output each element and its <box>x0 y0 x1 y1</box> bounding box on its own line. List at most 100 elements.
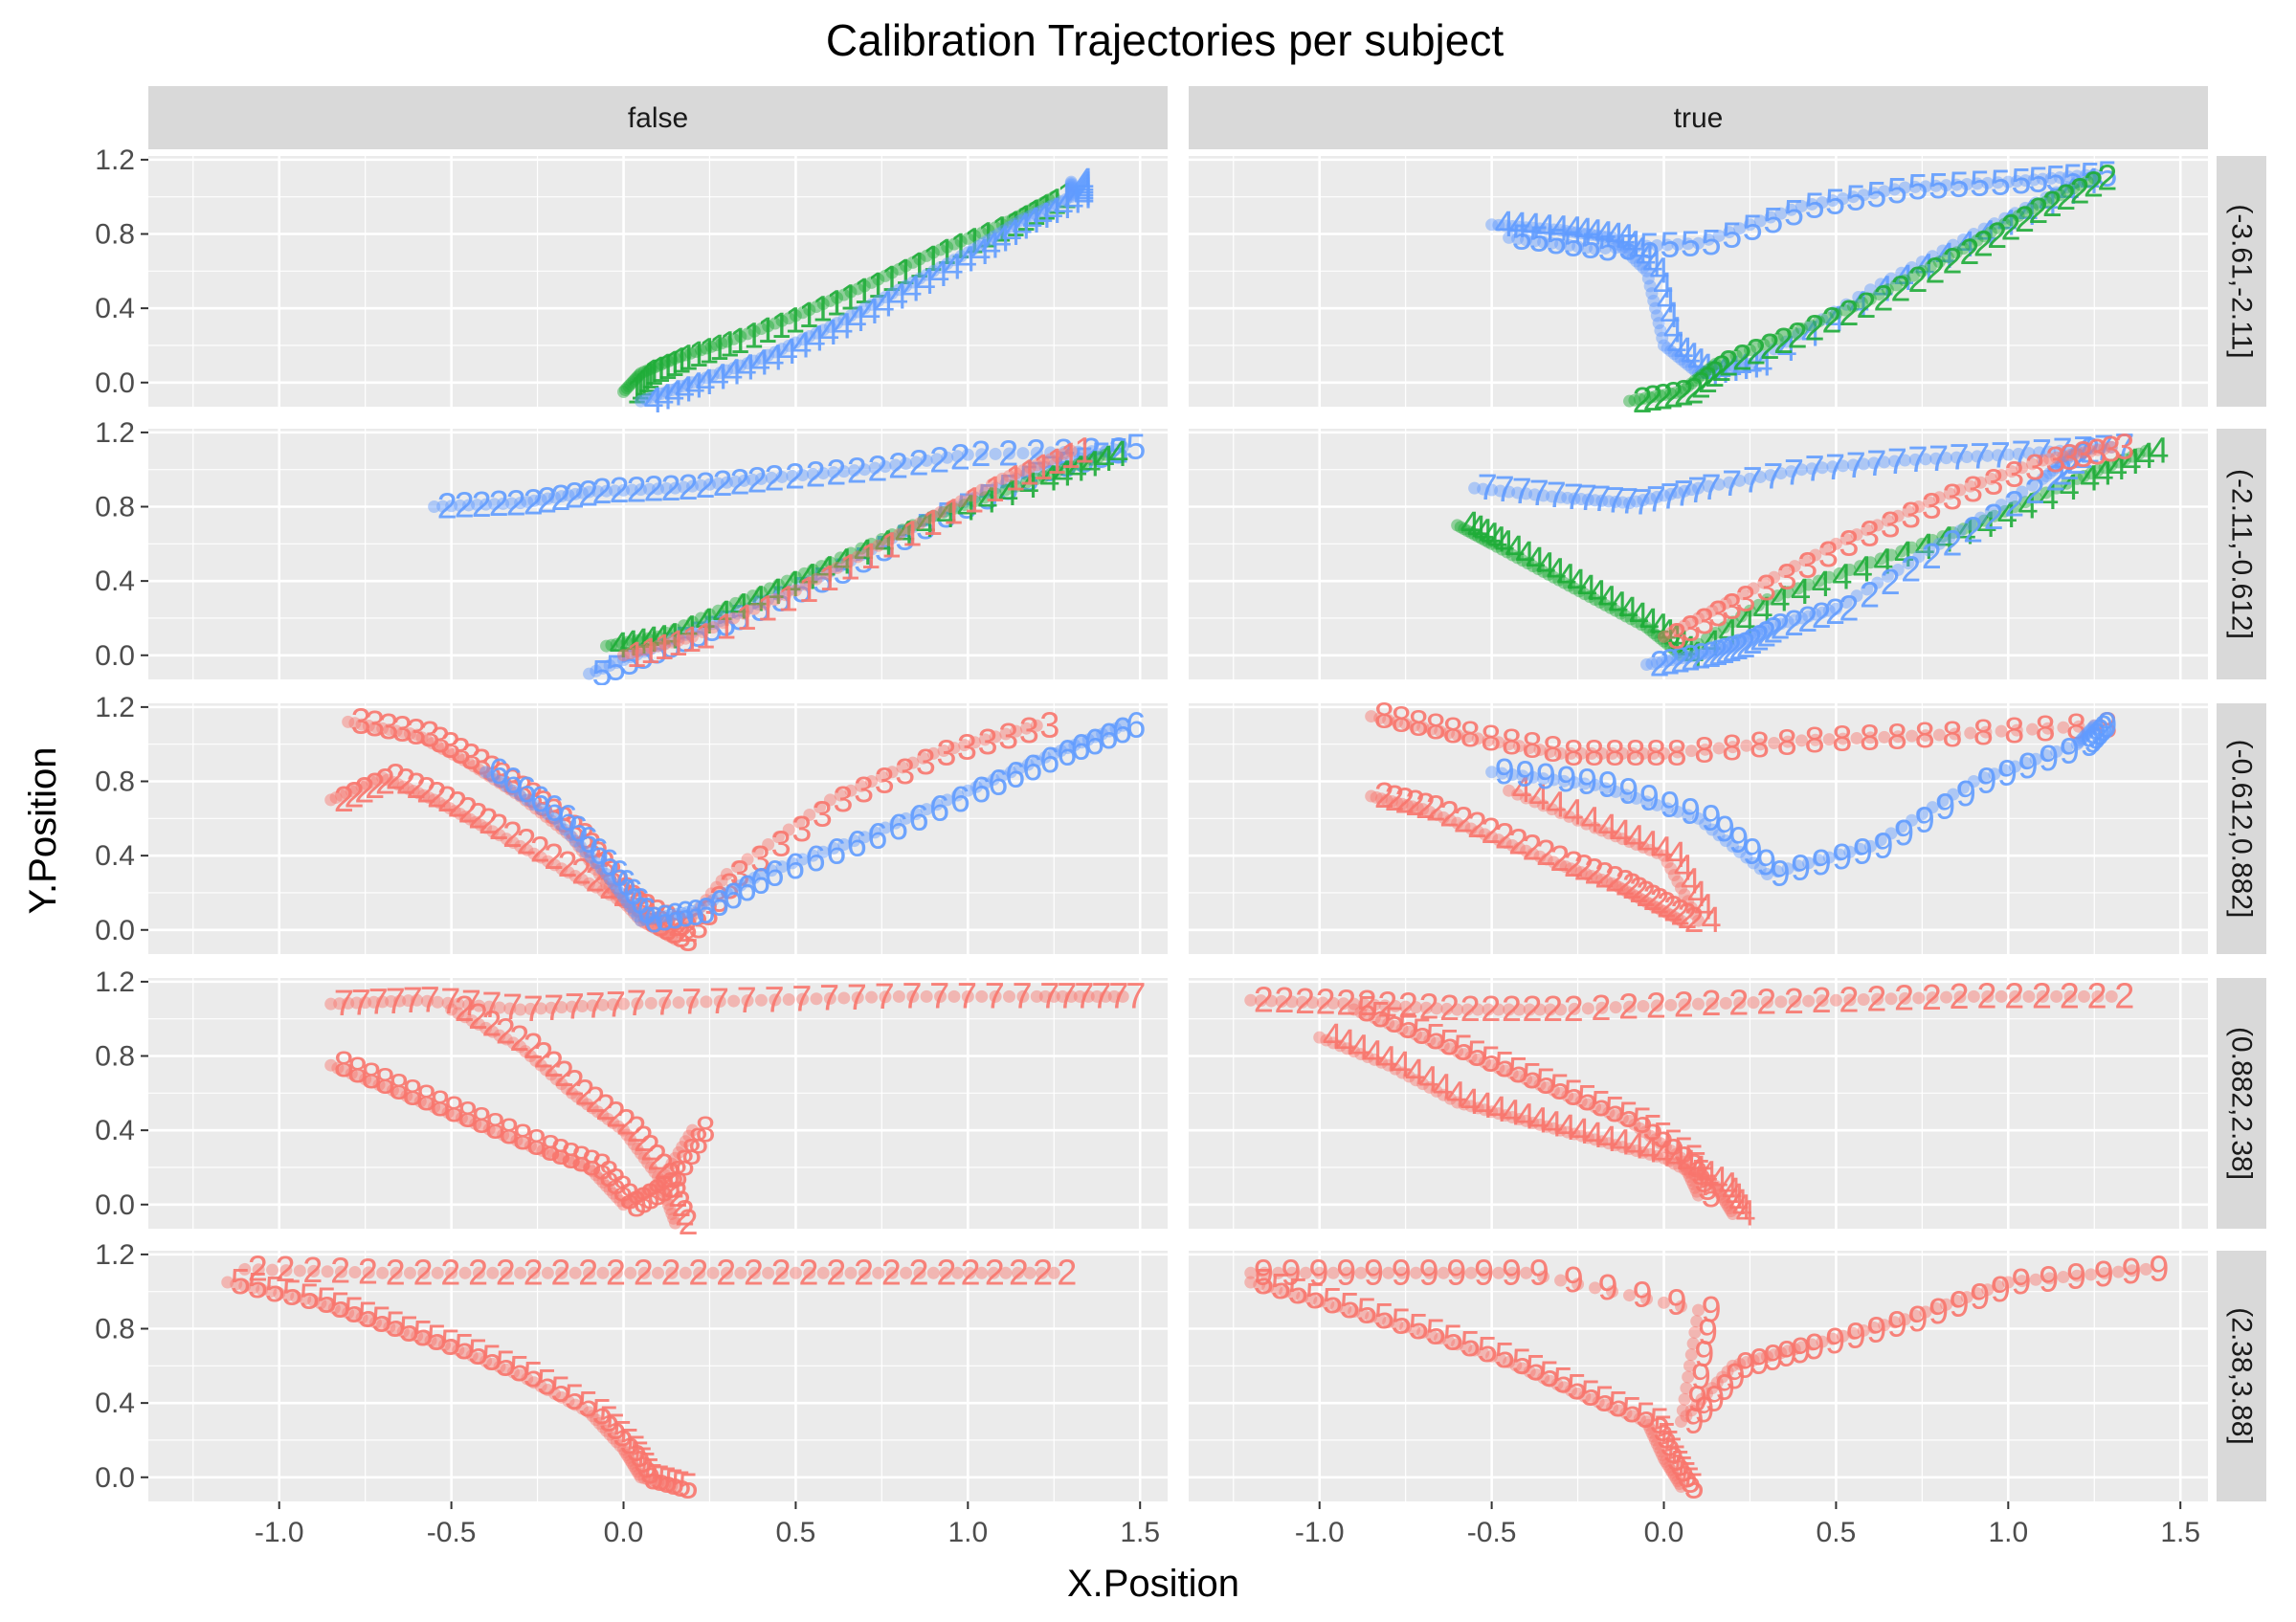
point-label: 2 <box>1756 983 1776 1023</box>
trajectory-point <box>1940 179 1953 192</box>
trajectory-point <box>1726 639 1739 653</box>
point-label: 5 <box>813 561 833 601</box>
trajectory-point <box>1926 991 1939 1005</box>
trajectory-point <box>1723 226 1736 239</box>
trajectory-point <box>1891 563 1905 576</box>
trajectory-point <box>1960 177 1973 190</box>
point-label: 5 <box>1660 1424 1680 1464</box>
point-label: 7 <box>386 982 406 1022</box>
point-label: 2 <box>1642 878 1662 919</box>
trajectory-point <box>1719 596 1732 610</box>
trajectory-point <box>1764 335 1777 348</box>
trajectory-point <box>643 909 657 922</box>
trajectory-point <box>1443 813 1457 827</box>
trajectory-point <box>1313 1031 1326 1044</box>
point-label: 4 <box>1405 1053 1425 1093</box>
trajectory-point <box>471 499 484 512</box>
trajectory-point <box>1705 645 1719 658</box>
panel-data: 2 2 2 2 2 2 2 2 2 2 2 2 2 2 2 2 2 2 2 2 2 2 2 2 2 2 2 2 2 2 2 2 2 2 2 24444… <box>1244 976 2134 1233</box>
point-label: 4 <box>2149 431 2169 471</box>
trajectory-point <box>1451 1045 1464 1058</box>
point-label: 4 <box>1743 345 1763 386</box>
trajectory-point <box>334 1265 347 1278</box>
trajectory-point <box>324 997 338 1011</box>
trajectory-point <box>596 872 610 885</box>
point-label: 2 <box>1549 839 1570 879</box>
point-label: 8 <box>1374 697 1394 737</box>
trajectory-point <box>1947 526 1960 540</box>
trajectory-point <box>1805 197 1818 211</box>
trajectory-point <box>458 1266 472 1279</box>
trajectory-point <box>1609 1139 1622 1152</box>
trajectory-point <box>1656 655 1669 669</box>
trajectory-point <box>1640 896 1654 909</box>
trajectory-point <box>1661 906 1674 920</box>
point-label: 5 <box>678 1466 698 1506</box>
trajectory-point <box>1391 715 1404 728</box>
trajectory-point <box>2126 450 2139 463</box>
trajectory-point <box>1712 229 1726 242</box>
trajectory-point <box>706 368 720 382</box>
trajectory-point <box>2050 989 2063 1003</box>
point-label: 2 <box>1481 989 1501 1030</box>
trajectory-point <box>1641 272 1655 285</box>
point-label: 2 <box>1684 371 1705 411</box>
point-label: 3 <box>406 712 426 752</box>
point-label: 5 <box>1698 1167 1718 1208</box>
trajectory-point <box>396 780 410 793</box>
trajectory-point <box>627 374 640 388</box>
trajectory-point <box>1809 733 1822 746</box>
trajectory-point <box>2084 442 2098 455</box>
trajectory-point <box>851 305 864 319</box>
point-label: 1 <box>644 353 664 393</box>
trajectory-point <box>789 570 802 584</box>
point-label: 2 <box>668 904 688 944</box>
point-label: 3 <box>658 908 678 948</box>
trajectory-point <box>479 1354 493 1367</box>
trajectory-point <box>1554 1086 1568 1100</box>
trajectory-point <box>2077 446 2090 459</box>
trajectory-point <box>555 490 568 503</box>
trajectory-point <box>1516 1362 1529 1375</box>
point-label: 2 <box>1495 817 1515 857</box>
trajectory-point <box>926 1266 940 1279</box>
trajectory-point <box>668 352 681 366</box>
trajectory-point <box>720 600 733 613</box>
y-tick-label: 0.0 <box>95 1462 135 1494</box>
trajectory-point <box>810 992 823 1006</box>
trajectory-point <box>1382 1058 1395 1072</box>
trajectory-point <box>747 324 761 338</box>
trajectory-point <box>1516 769 1529 783</box>
trajectory-point <box>452 750 465 764</box>
trajectory-point <box>486 825 500 838</box>
trajectory-point <box>591 1105 605 1119</box>
trajectory-point <box>665 635 679 649</box>
point-label: 6 <box>502 762 523 802</box>
trajectory-point <box>2018 174 2032 188</box>
point-label: 2 <box>661 1157 681 1197</box>
trajectory-point <box>1726 593 1739 607</box>
point-label: 5 <box>630 1434 650 1475</box>
point-label: 4 <box>1515 535 1535 575</box>
trajectory-point <box>1695 648 1708 661</box>
trajectory-point <box>657 1184 670 1197</box>
point-label: 4 <box>1433 1068 1453 1108</box>
trajectory-point <box>941 793 954 807</box>
trajectory-point <box>1088 730 1102 744</box>
point-label: 1 <box>964 481 984 522</box>
trajectory-point <box>644 1474 658 1487</box>
trajectory-point <box>1613 237 1626 251</box>
trajectory-point <box>252 1263 265 1277</box>
trajectory-point <box>1695 368 1708 382</box>
point-label: 7 <box>1091 976 1111 1016</box>
trajectory-point <box>610 1435 623 1449</box>
trajectory-point <box>658 1189 672 1202</box>
trajectory-point <box>1658 1452 1671 1465</box>
point-label: 2 <box>365 767 385 807</box>
trajectory-point <box>665 1266 679 1279</box>
point-label: 2 <box>998 433 1018 474</box>
trajectory-point <box>1361 1050 1374 1063</box>
trajectory-point <box>700 342 713 355</box>
point-label: 3 <box>2045 440 2065 480</box>
trajectory-point <box>1658 489 1671 502</box>
